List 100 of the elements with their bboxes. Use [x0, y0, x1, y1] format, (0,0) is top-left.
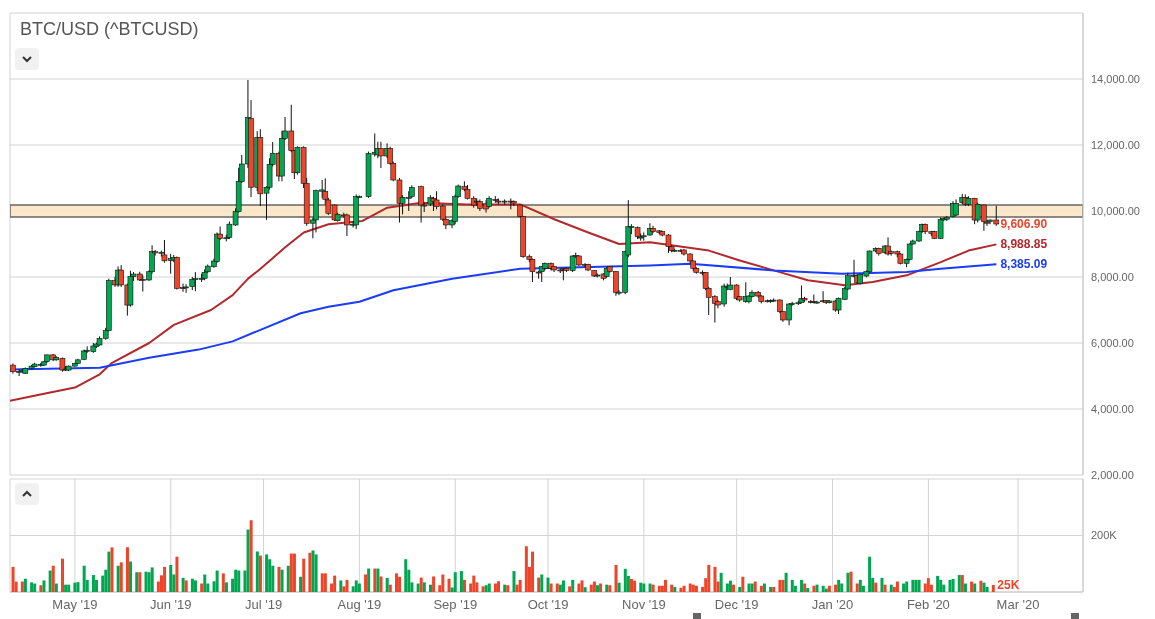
bar [803, 583, 807, 592]
bar [837, 579, 841, 592]
bar [163, 566, 167, 592]
bar [948, 579, 952, 592]
bar [497, 581, 501, 592]
bar [42, 580, 46, 592]
bar [629, 579, 633, 592]
bar [939, 579, 943, 592]
bar [169, 564, 173, 592]
bar [289, 553, 293, 592]
bar [76, 582, 80, 592]
x-tick-label: Jul '19 [244, 597, 283, 613]
bar [806, 588, 810, 592]
bar [561, 580, 565, 592]
x-tick-label: Oct '19 [527, 597, 569, 613]
bar [320, 573, 324, 592]
bar [858, 579, 862, 592]
bar [985, 586, 989, 592]
bar [302, 558, 306, 592]
bar [840, 583, 844, 592]
bar [583, 587, 587, 592]
bar [688, 583, 692, 592]
x-tick-label: Sep '19 [433, 597, 478, 613]
bar [33, 583, 37, 592]
bar [429, 584, 432, 592]
bar [150, 567, 154, 592]
bar [95, 579, 99, 592]
bar [107, 551, 111, 592]
candlestick [866, 250, 873, 274]
x-tick-label: May '19 [52, 597, 98, 613]
bar [874, 582, 878, 592]
bar [190, 578, 194, 592]
bar [546, 577, 550, 592]
bar [679, 587, 683, 592]
bar [404, 559, 408, 592]
bar [125, 547, 129, 592]
bar [493, 583, 497, 592]
bar [299, 576, 303, 592]
bar [453, 572, 457, 592]
bar [419, 577, 423, 592]
bar [91, 575, 95, 592]
x-tick-label: Feb '20 [906, 597, 950, 613]
bar [784, 572, 788, 592]
bar [224, 582, 228, 592]
bar [781, 579, 785, 592]
bar [580, 580, 584, 592]
bar [592, 581, 596, 592]
bar [432, 576, 436, 592]
chart-title: BTC/USD (^BTCUSD) [20, 18, 199, 40]
bar [639, 582, 643, 592]
bar [394, 573, 398, 592]
bar [713, 566, 717, 592]
bar [942, 584, 946, 592]
bar [203, 574, 207, 592]
bar [447, 578, 451, 592]
bar [963, 583, 967, 592]
bar [265, 554, 269, 592]
bar [633, 580, 637, 592]
bar [416, 583, 420, 592]
bar [800, 579, 804, 592]
bar [732, 584, 736, 592]
bar [936, 575, 940, 592]
bar [61, 558, 65, 592]
bar [459, 571, 463, 592]
bar [691, 584, 695, 592]
bar [821, 585, 825, 592]
bar [463, 579, 467, 592]
annotation: 25K [997, 577, 1020, 592]
y-tick-label: 200K [1091, 529, 1118, 542]
y-tick-label: 2,000.00 [1091, 468, 1134, 481]
bar [11, 566, 15, 592]
bar [911, 579, 915, 592]
bar [902, 583, 906, 592]
bar [110, 547, 114, 592]
x-tick-label: Jun '19 [150, 597, 192, 613]
bar [719, 572, 723, 592]
bar [286, 565, 290, 592]
bar [129, 561, 133, 592]
bar [518, 579, 522, 592]
bar [595, 585, 599, 592]
bar [323, 573, 327, 592]
x-tick-label: Jan '20 [811, 597, 854, 613]
bar [441, 574, 445, 592]
bar [694, 585, 698, 592]
bar [951, 579, 955, 592]
bar [333, 575, 337, 592]
bar [357, 583, 361, 592]
bar [367, 568, 371, 592]
bar [175, 556, 179, 592]
y-tick-label: 6,000.00 [1091, 336, 1134, 349]
bar [741, 576, 745, 592]
bar [599, 583, 603, 592]
bar [364, 574, 368, 592]
bar [472, 575, 476, 592]
bar [991, 584, 995, 592]
bar [778, 579, 782, 592]
bar [790, 579, 794, 592]
bar [568, 586, 572, 592]
bar [48, 570, 52, 592]
bar [914, 579, 918, 592]
